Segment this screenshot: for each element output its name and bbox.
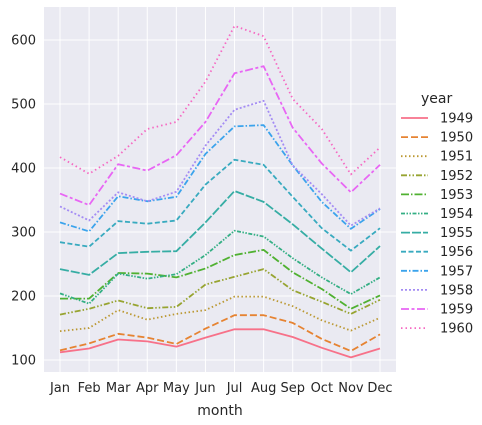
series-line-1951 <box>59 295 381 333</box>
legend-label-1952: 1952 <box>440 169 473 184</box>
legend-label-1954: 1954 <box>440 207 473 222</box>
x-tick-label-0: Jan <box>49 381 70 396</box>
series-line-1959 <box>59 65 381 206</box>
legend-label-1960: 1960 <box>440 322 473 337</box>
x-tick-label-3: Apr <box>136 381 159 396</box>
grid-lines <box>44 7 396 372</box>
x-tick-label-9: Oct <box>311 381 333 396</box>
x-tick-label-2: Mar <box>106 381 131 396</box>
legend-label-1950: 1950 <box>440 131 473 146</box>
x-tick-label-4: May <box>163 381 190 396</box>
y-tick-label-5: 600 <box>11 34 36 49</box>
series-layer <box>59 25 381 359</box>
plot-background <box>44 7 396 372</box>
legend-label-1955: 1955 <box>440 226 473 241</box>
series-line-1949 <box>59 328 381 359</box>
x-tick-label-1: Feb <box>78 381 101 396</box>
y-tick-label-2: 300 <box>11 226 36 241</box>
legend-label-1956: 1956 <box>440 245 473 260</box>
x-tick-label-7: Aug <box>251 381 276 396</box>
legend-label-1949: 1949 <box>440 112 473 127</box>
y-tick-label-1: 200 <box>11 290 36 305</box>
legend-label-1959: 1959 <box>440 303 473 318</box>
legend-title: year <box>421 91 452 107</box>
legend-label-1958: 1958 <box>440 283 473 298</box>
x-tick-label-11: Dec <box>367 381 392 396</box>
legend: year 1949 1950 1951 1952 1953 1954 1955 1956 195… <box>401 91 473 337</box>
legend-label-1951: 1951 <box>440 150 473 165</box>
series-line-1954 <box>59 229 381 305</box>
x-tick-label-6: Jul <box>226 381 243 396</box>
y-tick-label-3: 400 <box>11 162 36 177</box>
y-tick-label-4: 500 <box>11 98 36 113</box>
series-line-1956 <box>59 158 381 252</box>
legend-label-1957: 1957 <box>440 264 473 279</box>
series-line-1953 <box>60 249 381 310</box>
series-line-1950 <box>59 314 381 352</box>
legend-label-1953: 1953 <box>440 188 473 203</box>
series-line-1960 <box>59 25 381 176</box>
x-tick-label-8: Sep <box>280 381 305 396</box>
series-line-1955 <box>59 190 381 276</box>
series-line-1952 <box>59 268 381 316</box>
x-tick-label-5: Jun <box>194 381 215 396</box>
x-axis-ticks: Jan Feb Mar Apr May Jun Jul Aug Sep Oct Nov Dec <box>49 381 393 396</box>
y-tick-label-0: 100 <box>11 354 36 369</box>
y-axis-ticks: 100 200 300 400 500 600 <box>11 34 36 369</box>
x-axis-label: month <box>197 403 242 419</box>
series-line-1957 <box>59 124 381 233</box>
x-tick-label-10: Nov <box>338 381 364 396</box>
